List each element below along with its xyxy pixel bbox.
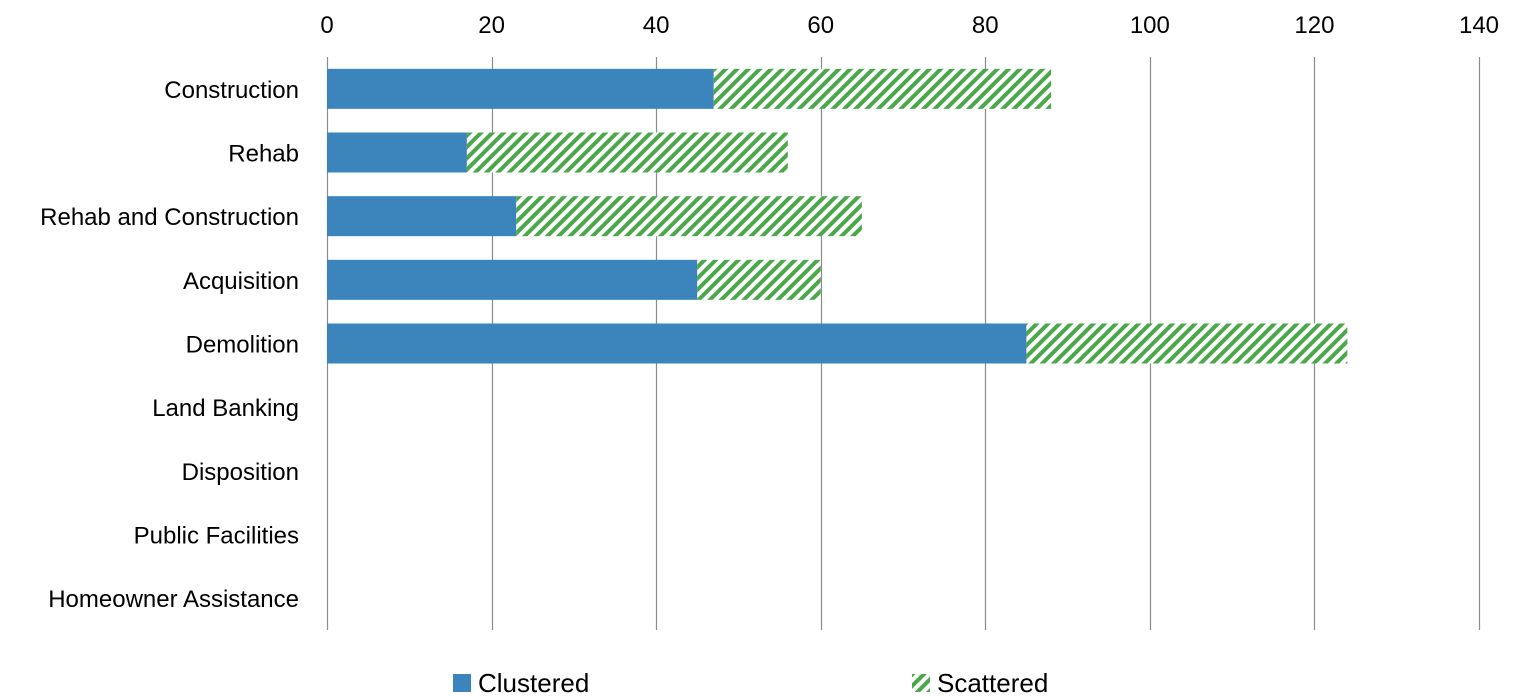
category-labels: Construction Rehab Rehab and Construction A… (40, 77, 299, 613)
category-label: Disposition (182, 459, 299, 486)
x-axis-tick-labels: 0 20 40 60 80 100 120 140 (320, 12, 1499, 39)
legend-label-clustered: Clustered (478, 668, 589, 697)
bar-clustered-acquisition (327, 259, 698, 300)
x-tick-label: 60 (807, 12, 834, 39)
x-tick-label: 20 (478, 12, 505, 39)
category-label: Public Facilities (134, 523, 299, 550)
bar-scattered-rehab (466, 132, 788, 173)
bar-scattered-acquisition (697, 259, 821, 300)
category-label: Acquisition (183, 268, 299, 295)
bar-scattered-demolition (1026, 323, 1348, 364)
x-tick-label: 0 (320, 12, 333, 39)
x-tick-label: 80 (972, 12, 999, 39)
legend: Clustered Scattered (453, 668, 1048, 697)
legend-label-scattered: Scattered (937, 668, 1048, 697)
category-label: Rehab and Construction (40, 204, 299, 231)
x-tick-label: 120 (1294, 12, 1334, 39)
bar-clustered-rehab-and-construction (327, 196, 517, 237)
bar-clustered-construction (327, 68, 714, 109)
category-label: Rehab (228, 141, 299, 168)
x-tick-label: 100 (1130, 12, 1170, 39)
bar-clustered-demolition (327, 323, 1027, 364)
x-tick-label: 140 (1459, 12, 1499, 39)
legend-swatch-clustered (453, 674, 471, 692)
category-label: Homeowner Assistance (48, 586, 299, 613)
legend-swatch-scattered (912, 674, 930, 692)
x-tick-label: 40 (643, 12, 670, 39)
bar-clustered-rehab (327, 132, 467, 173)
bars (327, 68, 1348, 364)
bar-scattered-construction (713, 68, 1052, 109)
category-label: Construction (164, 77, 299, 104)
category-label: Land Banking (152, 395, 299, 422)
bar-scattered-rehab-and-construction (516, 196, 862, 237)
category-label: Demolition (186, 332, 299, 359)
